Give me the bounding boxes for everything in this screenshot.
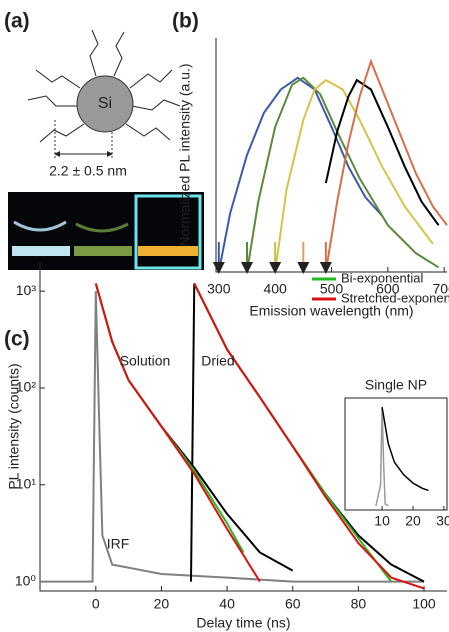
- inset-title: Single NP: [365, 377, 427, 393]
- ligands: [27, 29, 181, 143]
- series-line: [375, 407, 389, 507]
- y-tick-label: 10²: [16, 379, 37, 395]
- y-tick-label: 10³: [16, 282, 37, 298]
- axes: [39, 262, 447, 592]
- series-line: [324, 58, 448, 273]
- panel-label: (b): [172, 10, 199, 33]
- y-axis-label: PL intensity (counts): [6, 363, 22, 489]
- x-tick-label: 60: [285, 596, 301, 612]
- x-tick-label: 300: [207, 281, 231, 297]
- series-line: [274, 78, 434, 273]
- x-tick-label: 80: [351, 596, 367, 612]
- series-line: [324, 78, 440, 226]
- annotation: Dried: [201, 353, 234, 369]
- inset-x-tick-label: 20: [405, 513, 421, 529]
- x-axis-label: Delay time (ns): [196, 615, 290, 631]
- y-tick-label: 10⁰: [15, 572, 37, 588]
- annotation: Solution: [120, 353, 171, 369]
- y-tick-label: 10¹: [16, 475, 37, 491]
- photo: [8, 192, 204, 270]
- x-tick-label: 600: [376, 281, 400, 297]
- series-line: [381, 407, 429, 492]
- series-line: [246, 76, 440, 273]
- series-line: [193, 283, 425, 590]
- particle: [76, 75, 134, 133]
- inset-x-tick-label: 30: [436, 513, 449, 529]
- x-tick-label: 700: [433, 281, 449, 297]
- x-tick-label: 100: [412, 596, 436, 612]
- series-line: [94, 283, 261, 583]
- x-tick-label: 0: [92, 596, 100, 612]
- legend-label: Bi-exponential: [341, 270, 423, 285]
- size-label: 2.2 ± 0.5 nm: [49, 163, 127, 179]
- legend-label: Stretched-exponential: [341, 290, 449, 305]
- inset-x-tick-label: 10: [374, 513, 390, 529]
- x-tick-label: 20: [154, 596, 170, 612]
- x-tick-label: 40: [219, 596, 235, 612]
- particle-label: Si: [98, 95, 112, 112]
- x-axis-label: Emission wavelength (nm): [249, 303, 413, 319]
- series-line: [40, 291, 425, 583]
- annotation: IRF: [107, 536, 130, 552]
- panel-label: (a): [4, 10, 30, 33]
- series-line: [217, 76, 383, 273]
- y-axis-label: Normalized PL intensity (a.u.): [177, 63, 193, 246]
- panel-label: (c): [4, 328, 30, 351]
- x-tick-label: 500: [320, 281, 344, 297]
- x-tick-label: 400: [263, 281, 287, 297]
- series-line: [94, 283, 245, 553]
- inset-frame: [344, 397, 448, 511]
